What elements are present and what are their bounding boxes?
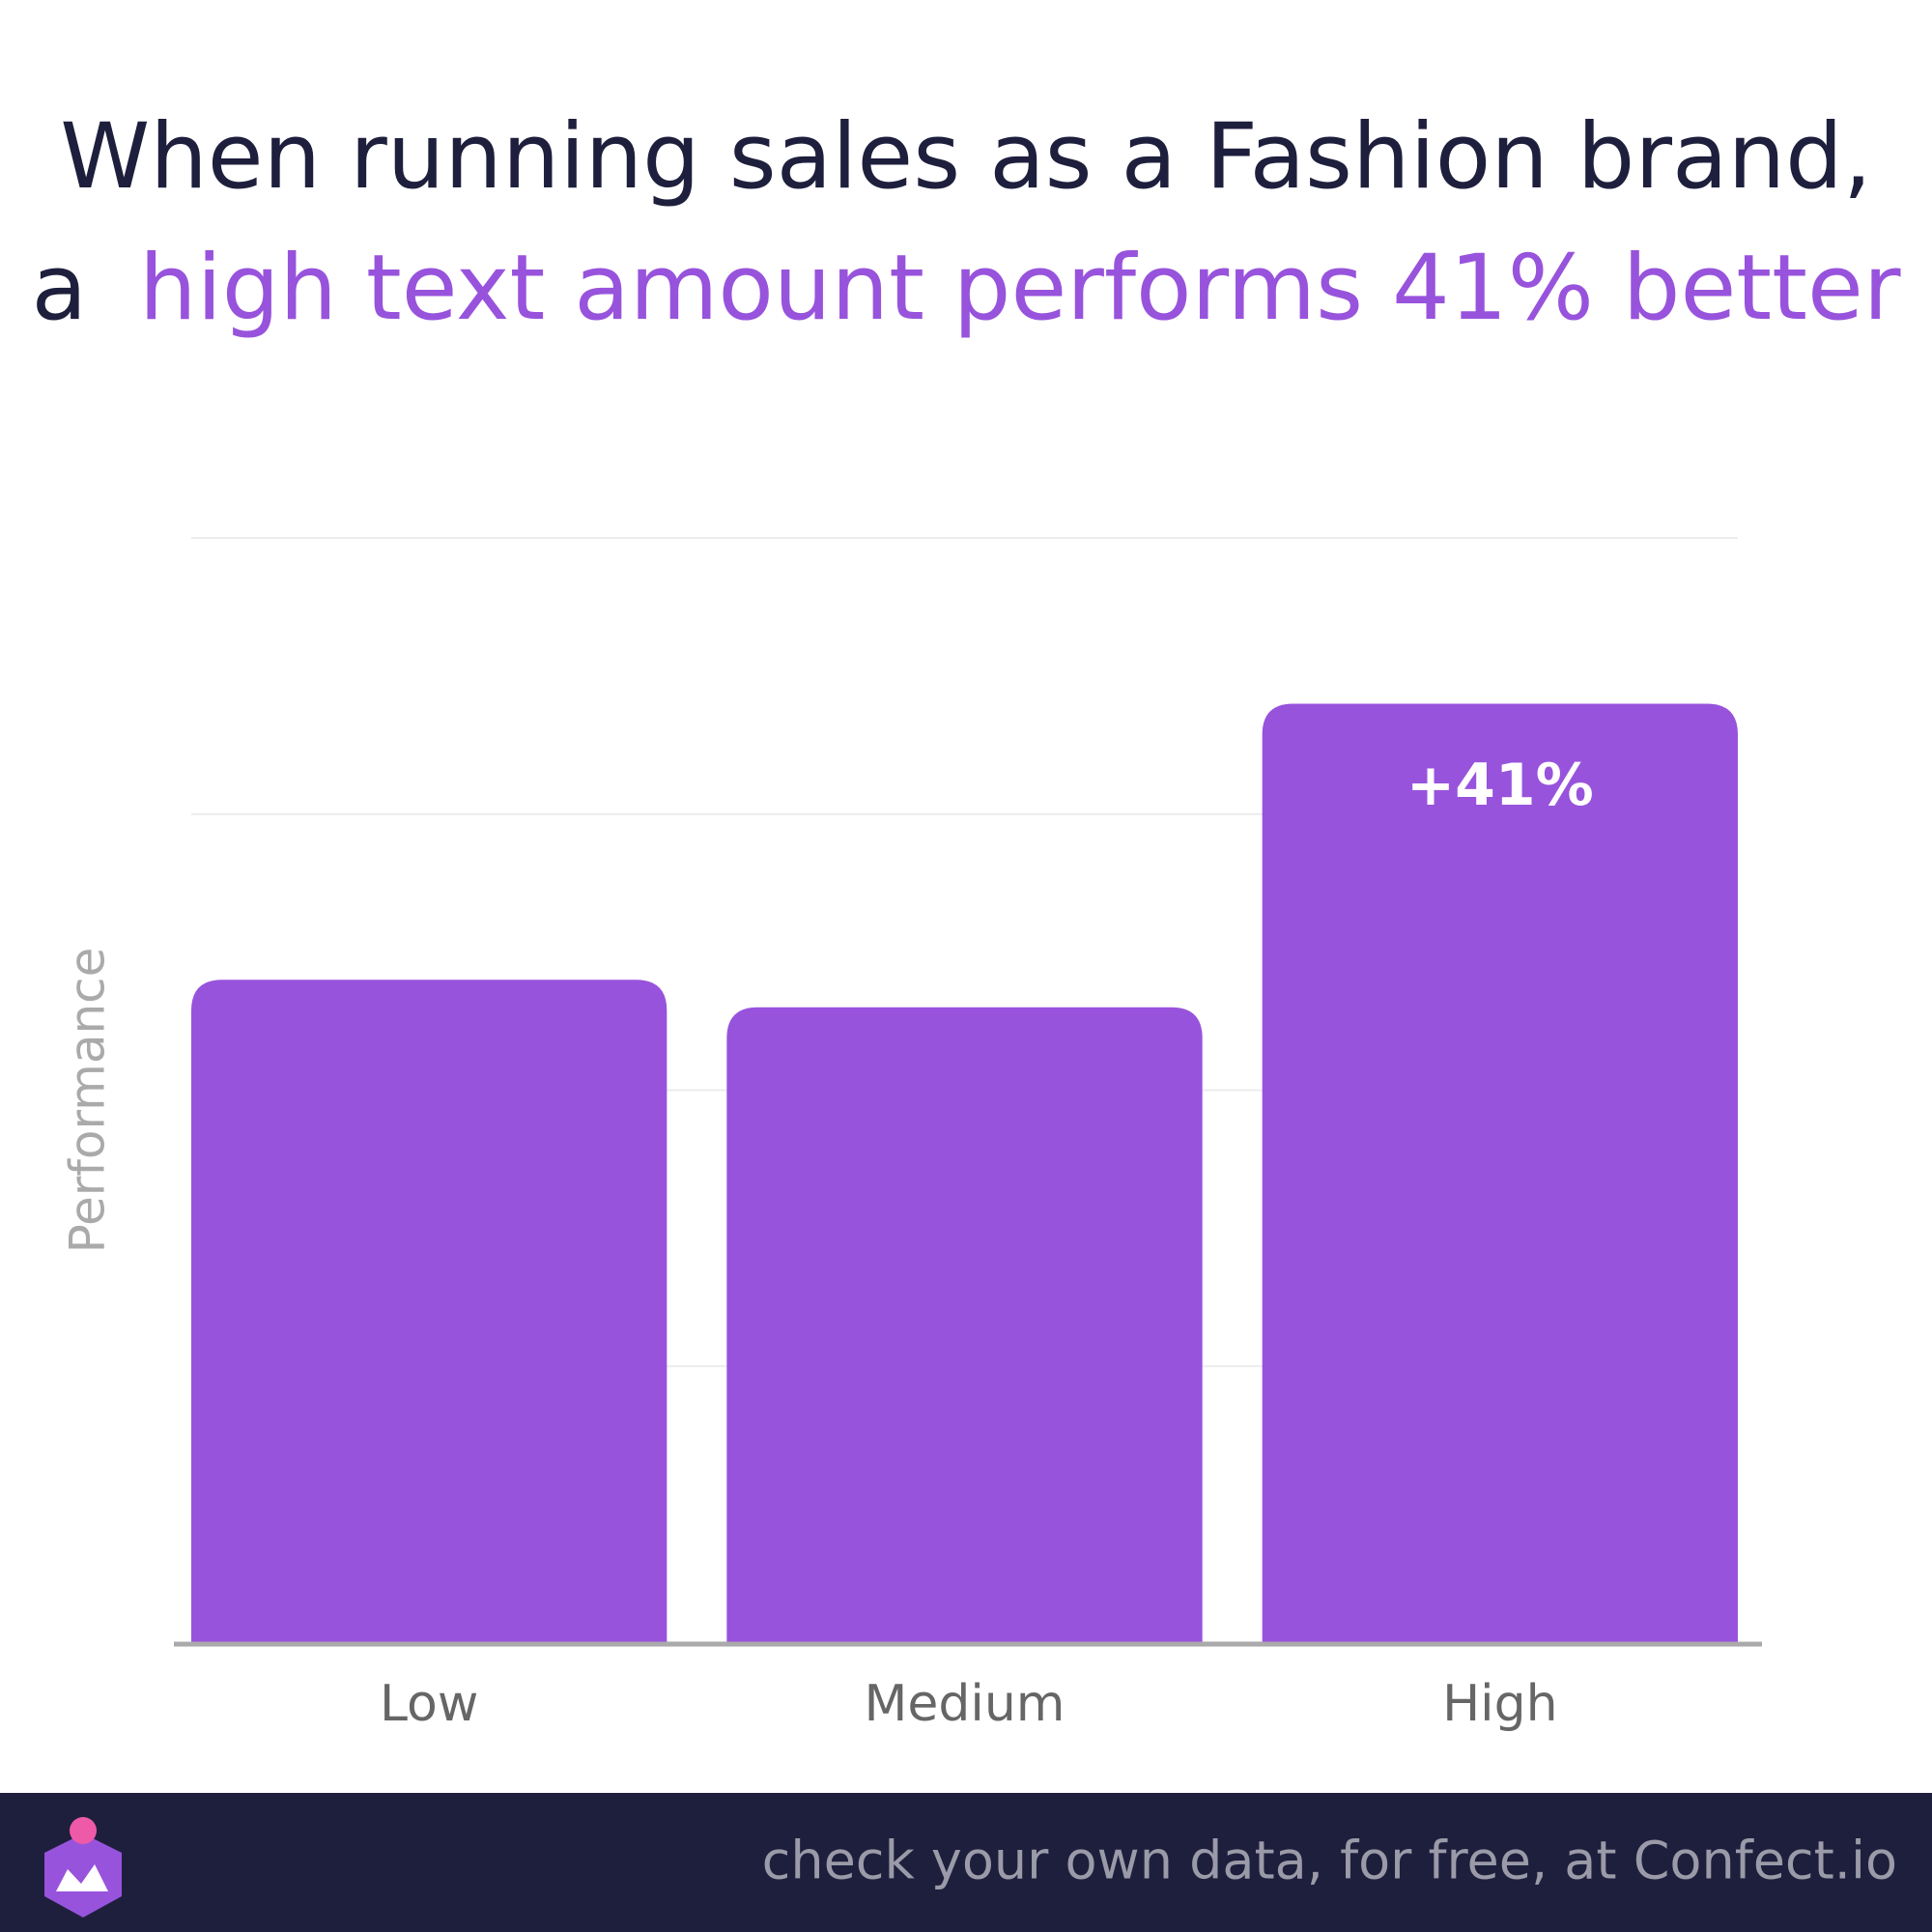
bar <box>726 1007 1203 1642</box>
title-part: a <box>32 236 88 341</box>
plot-area: Low Medium High +41% <box>174 537 1762 1733</box>
x-tick-label: Low <box>380 1675 478 1733</box>
y-axis-label: Performance <box>60 948 116 1254</box>
footer-bar <box>0 1793 1932 1932</box>
title-highlight: high text amount performs 41% better <box>139 236 1901 341</box>
chart-title: When running sales as a Fashion brand, <box>60 104 1871 210</box>
x-tick-label: High <box>1442 1675 1558 1733</box>
bar-annotation: +41% <box>1406 752 1594 819</box>
bar <box>191 980 668 1642</box>
chart-title-line: a high text amount performs 41% better <box>32 236 1901 341</box>
bar <box>1262 703 1738 1642</box>
logo <box>44 1817 122 1918</box>
x-tick-label: Medium <box>865 1675 1065 1733</box>
footer-text: check your own data, for free, at Confec… <box>762 1831 1897 1891</box>
